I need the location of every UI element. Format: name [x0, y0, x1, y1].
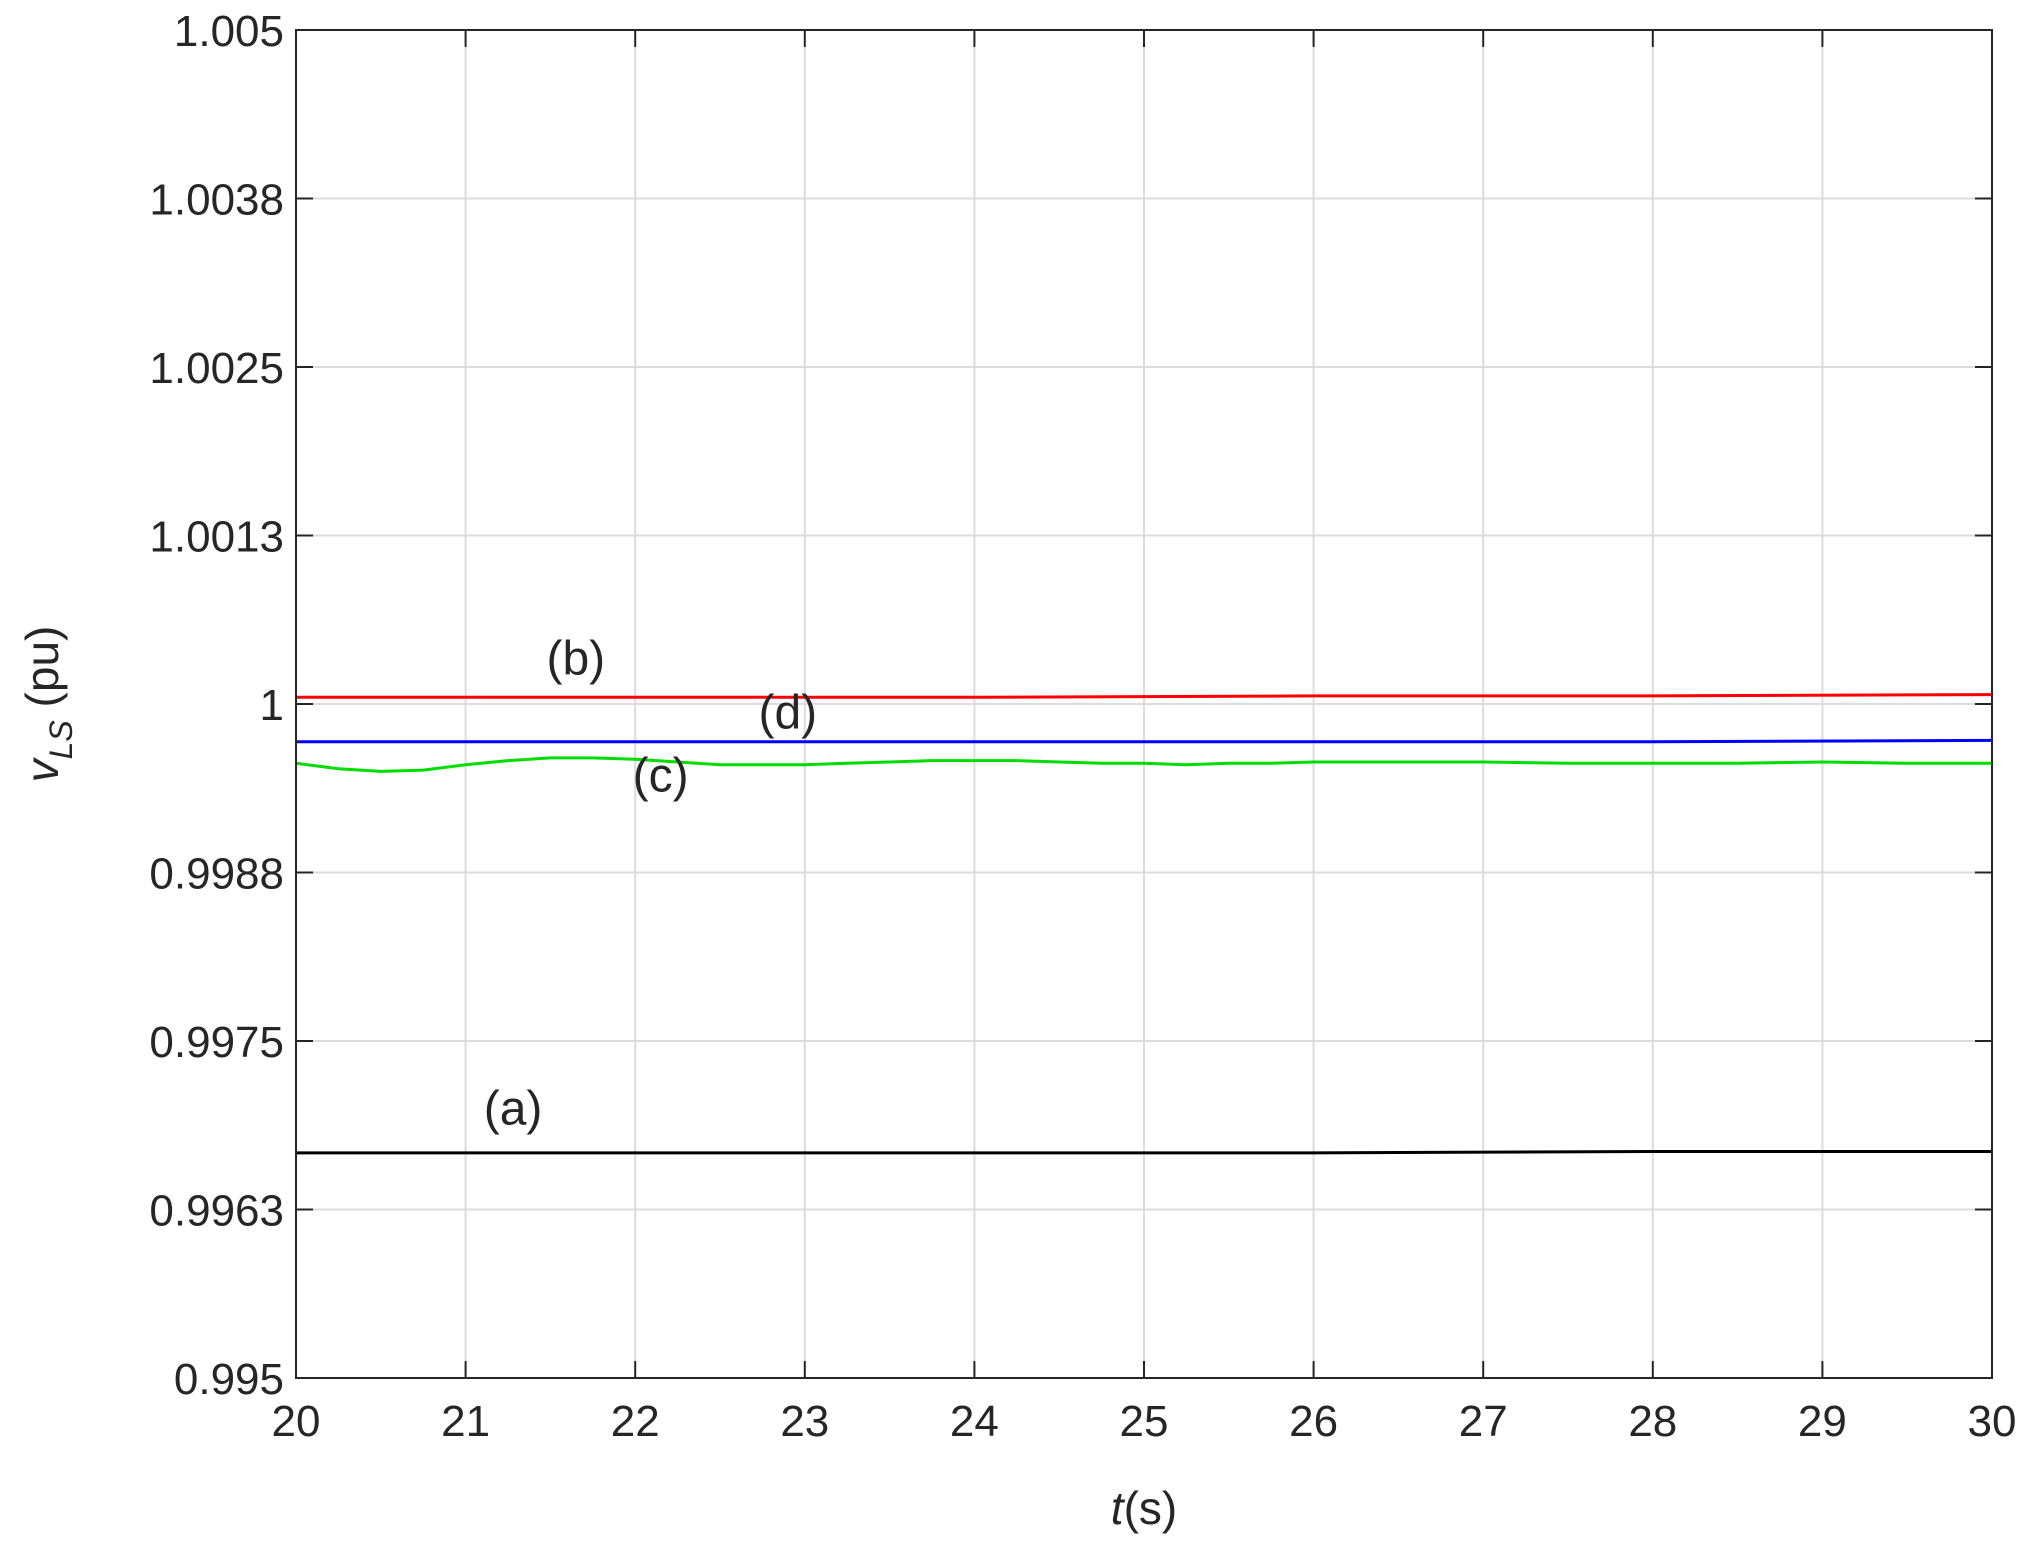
x-tick-label: 20 — [272, 1397, 321, 1446]
x-tick-label: 29 — [1798, 1397, 1847, 1446]
y-tick-label: 0.9975 — [149, 1018, 284, 1067]
curve-annotation: (b) — [547, 632, 606, 685]
series-line — [296, 1150, 1992, 1155]
y-tick-label: 1 — [260, 681, 284, 730]
x-axis-label-unit: (s) — [1124, 1482, 1178, 1534]
series-line — [296, 738, 1993, 744]
y-axis-label-unit: (pu) — [16, 626, 68, 721]
y-axis-label-subscript: LS — [43, 720, 79, 759]
x-tick-label: 23 — [780, 1397, 829, 1446]
x-tick-label: 22 — [611, 1397, 660, 1446]
series-layer — [295, 693, 1993, 1155]
y-axis-label: vLS (pu) — [16, 626, 79, 783]
y-tick-label: 1.0025 — [149, 344, 284, 393]
ticks: 20 21 22 23 24 25 26 27 28 29 30 0.995 0.9963 0.9975 0… — [149, 7, 2016, 1446]
y-tick-label: 1.005 — [174, 7, 284, 56]
x-tick-label: 25 — [1120, 1397, 1169, 1446]
x-tick-label: 28 — [1628, 1397, 1677, 1446]
y-axis-label-variable: v — [16, 756, 68, 782]
x-tick-label: 27 — [1459, 1397, 1508, 1446]
y-tick-label: 0.9963 — [149, 1187, 284, 1236]
y-tick-label: 1.0038 — [149, 176, 284, 225]
x-axis-label-variable: t — [1111, 1482, 1126, 1534]
annotations: (a) (b) (c) (d) — [484, 632, 817, 1135]
x-tick-label: 21 — [441, 1397, 490, 1446]
x-axis-label: t(s) — [1111, 1482, 1177, 1534]
curve-annotation: (a) — [484, 1083, 543, 1136]
curve-annotation: (c) — [633, 750, 689, 803]
x-tick-label: 26 — [1289, 1397, 1338, 1446]
x-tick-label: 30 — [1968, 1397, 2017, 1446]
x-tick-label: 24 — [950, 1397, 999, 1446]
y-tick-label: 0.995 — [174, 1355, 284, 1404]
y-tick-label: 0.9988 — [149, 850, 284, 899]
series-line — [295, 756, 1992, 773]
series-line — [296, 693, 1993, 699]
curve-annotation: (d) — [759, 686, 818, 739]
y-tick-label: 1.0013 — [149, 513, 284, 562]
